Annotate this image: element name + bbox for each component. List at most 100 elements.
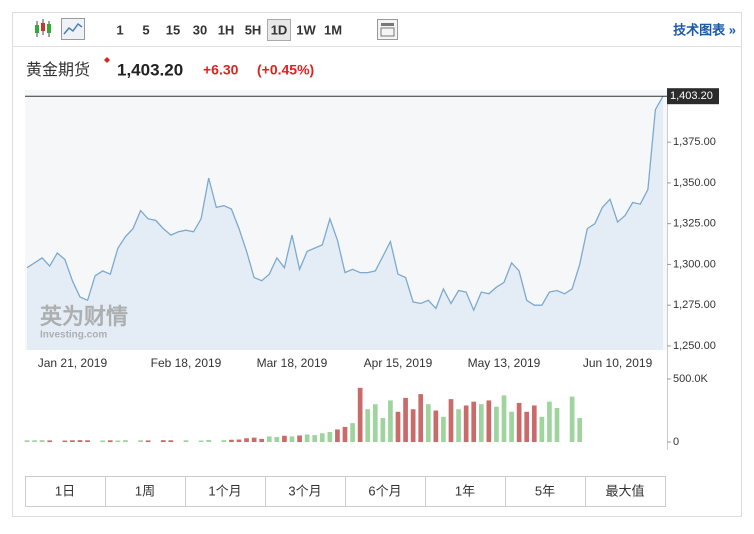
volume-bar [70, 440, 75, 443]
interval-button[interactable]: 1D [271, 22, 288, 37]
volume-bar [524, 411, 530, 443]
volume-bar [410, 409, 416, 443]
interval-button[interactable]: 15 [166, 22, 180, 37]
x-tick-label: May 13, 2019 [468, 356, 541, 370]
range-label[interactable]: 6个月 [368, 483, 401, 498]
volume-bar [282, 435, 287, 443]
interval-button[interactable]: 1W [296, 22, 316, 37]
interval-button[interactable]: 5H [245, 22, 262, 37]
interval-button[interactable]: 30 [193, 22, 207, 37]
change-percent: (+0.45%) [257, 62, 314, 78]
volume-bar [547, 401, 552, 443]
range-tab[interactable] [25, 476, 106, 507]
range-label[interactable]: 最大值 [605, 483, 644, 498]
range-label[interactable]: 1个月 [208, 483, 241, 498]
volume-bar [289, 436, 295, 443]
volume-bar [297, 435, 302, 443]
volume-bar [441, 416, 446, 443]
range-tab[interactable] [105, 476, 186, 507]
volume-bar [327, 431, 333, 443]
volume-bar [425, 404, 431, 443]
volume-bar [221, 440, 227, 443]
volume-bar [486, 400, 492, 443]
watermark-brand: 英为财情 [40, 304, 128, 329]
volume-bar [100, 440, 106, 443]
x-tick-label: Apr 15, 2019 [364, 356, 433, 370]
interval-button[interactable]: 1M [324, 22, 342, 37]
technical-link[interactable]: 技术图表 » [673, 22, 736, 37]
y-tick-label: 1,250.00 [673, 340, 716, 352]
x-tick-label: Jun 10, 2019 [583, 356, 653, 370]
volume-bar [342, 426, 348, 443]
volume-bar [471, 401, 477, 443]
volume-bar [236, 439, 242, 443]
volume-bar [388, 400, 393, 443]
volume-bar [395, 411, 401, 443]
range-label[interactable]: 3个月 [288, 483, 321, 498]
volume-bar [24, 440, 30, 443]
price: 1,403.20 [117, 60, 183, 79]
volume-bar [160, 440, 166, 443]
volume-bar [569, 396, 575, 443]
x-tick-label: Jan 21, 2019 [38, 356, 108, 370]
candle-icon[interactable] [35, 19, 51, 37]
change: +6.30 [203, 62, 239, 78]
area-icon[interactable] [61, 18, 85, 40]
volume-bar [32, 440, 37, 443]
volume-bar [259, 438, 265, 443]
x-tick-label: Mar 18, 2019 [257, 356, 328, 370]
y-tick-label: 1,300.00 [673, 258, 716, 270]
volume-bar [372, 404, 378, 443]
range-label[interactable]: 1日 [55, 483, 75, 498]
settings-icon[interactable] [377, 19, 398, 40]
volume-bar [107, 440, 113, 443]
volume-bar [145, 440, 151, 443]
area-fill [27, 96, 663, 350]
volume-bar [463, 405, 469, 443]
volume-bar [501, 395, 507, 443]
interval-active [267, 19, 291, 41]
interval-button[interactable]: 5 [142, 22, 149, 37]
volume-bar [312, 435, 318, 443]
instrument-name: 黄金期货 [26, 61, 90, 79]
volume-bar [433, 410, 439, 443]
range-label[interactable]: 5年 [535, 483, 555, 498]
volume-bar [229, 439, 234, 443]
volume-bar [47, 440, 53, 443]
volume-bar [319, 433, 325, 443]
volume-bar [251, 437, 257, 443]
y-tick-label: 0 [673, 436, 679, 448]
volume-bar [115, 440, 121, 443]
volume-bar [418, 394, 424, 443]
y-tick-label: 1,350.00 [673, 177, 716, 189]
volume-bar [39, 440, 45, 443]
volume-bar [274, 437, 280, 443]
watermark-site: Investing.com [40, 330, 107, 341]
range-label[interactable]: 1周 [135, 483, 155, 498]
volume-bar [244, 438, 249, 443]
volume-bar [85, 440, 90, 443]
price-line [26, 95, 664, 312]
range-label[interactable]: 1年 [455, 483, 475, 498]
volume-bar [365, 409, 371, 443]
interval-button[interactable]: 1 [116, 22, 123, 37]
range-tab[interactable] [185, 476, 266, 507]
volume-bar [123, 440, 128, 443]
live-dot [104, 57, 110, 63]
volume-bar [138, 440, 143, 443]
range-tab[interactable] [585, 476, 666, 507]
volume-bar [380, 418, 386, 443]
y-tick-label: 1,325.00 [673, 218, 716, 230]
volume-bar [206, 440, 212, 443]
range-tab[interactable] [265, 476, 346, 507]
volume-bar [77, 440, 83, 443]
volume-bar [183, 440, 189, 443]
interval-button[interactable]: 1H [218, 22, 235, 37]
volume-bar [357, 387, 363, 443]
range-tab[interactable] [425, 476, 506, 507]
volume-bar [198, 440, 204, 443]
volume-bar [448, 399, 454, 443]
range-tab[interactable] [505, 476, 586, 507]
